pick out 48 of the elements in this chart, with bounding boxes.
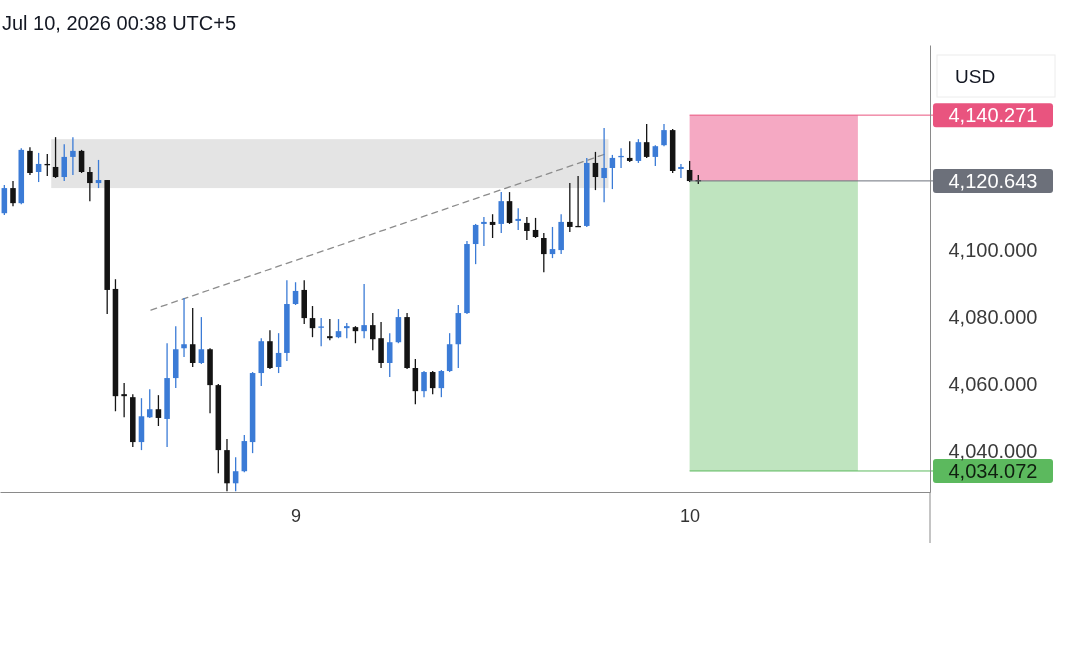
candlestick xyxy=(61,143,68,182)
candlestick xyxy=(506,191,513,225)
candlestick xyxy=(361,283,367,339)
y-tick-label: 4,080.000 xyxy=(948,305,1038,328)
candlestick xyxy=(567,182,573,233)
candlestick xyxy=(498,191,505,234)
candlestick xyxy=(678,163,684,179)
candlestick xyxy=(601,127,607,203)
candlestick xyxy=(421,370,427,398)
candlestick xyxy=(524,216,530,241)
candlestick xyxy=(327,318,333,341)
candlestick xyxy=(532,217,539,239)
candlestick xyxy=(370,312,376,351)
y-axis-title: USD xyxy=(955,66,996,87)
candlestick xyxy=(429,370,436,395)
candlestick xyxy=(635,138,642,164)
ref-line-label: 4,140.271 xyxy=(948,104,1038,127)
candlestick xyxy=(412,358,419,405)
candlestick xyxy=(541,232,547,273)
candlestick xyxy=(661,123,667,147)
candlestick xyxy=(318,317,324,347)
candlestick xyxy=(10,180,16,207)
chart-title: Jul 10, 2026 00:38 UTC+5 xyxy=(2,12,237,34)
candlestick xyxy=(515,207,521,231)
candlestick xyxy=(652,144,659,167)
candlestick xyxy=(386,332,393,378)
candlestick xyxy=(275,332,282,374)
candlestick xyxy=(472,223,479,265)
x-tick-label: 9 xyxy=(291,505,302,526)
y-tick-label: 4,060.000 xyxy=(948,373,1038,395)
candlestick xyxy=(592,151,599,191)
candlestick xyxy=(481,216,487,247)
candlestick xyxy=(87,166,93,202)
candlestick xyxy=(146,388,153,419)
candlestick xyxy=(189,307,196,368)
candlestick xyxy=(198,316,205,365)
ref-line-label: 4,120.643 xyxy=(948,169,1038,192)
candlestick xyxy=(155,394,162,427)
candlestick xyxy=(232,456,239,492)
candlestick xyxy=(78,149,85,174)
candlestick xyxy=(643,123,650,159)
candlestick xyxy=(121,382,127,418)
candlestick xyxy=(335,318,342,339)
candlestick xyxy=(181,297,187,358)
candlestick xyxy=(27,146,33,176)
y-tick-label: 4,100.000 xyxy=(948,238,1038,261)
candlestick xyxy=(70,136,76,176)
x-tick-label: 10 xyxy=(680,505,701,526)
